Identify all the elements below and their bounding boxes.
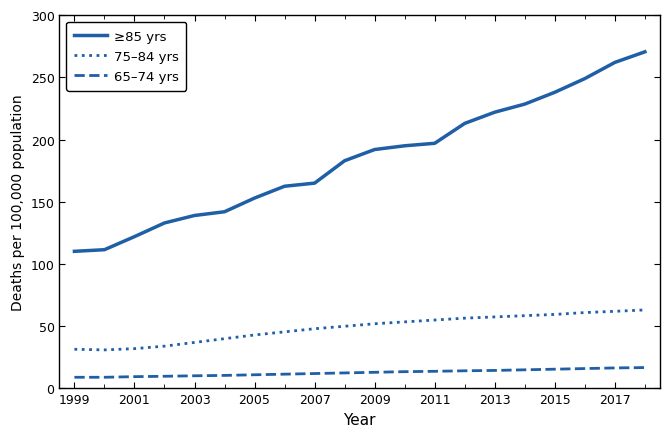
- 65–74 yrs: [341, 371, 349, 376]
- X-axis label: Year: Year: [344, 412, 376, 427]
- ≥85 yrs: [491, 110, 499, 116]
- 75–84 yrs: [521, 313, 529, 318]
- 75–84 yrs: [551, 312, 559, 318]
- 65–74 yrs: [431, 369, 439, 374]
- 75–84 yrs: [461, 316, 469, 321]
- ≥85 yrs: [370, 148, 378, 153]
- 75–84 yrs: [130, 346, 138, 351]
- 65–74 yrs: [641, 365, 649, 371]
- ≥85 yrs: [551, 90, 559, 95]
- ≥85 yrs: [70, 249, 79, 254]
- ≥85 yrs: [221, 210, 229, 215]
- 65–74 yrs: [70, 375, 79, 380]
- 75–84 yrs: [341, 324, 349, 329]
- Legend: ≥85 yrs, 75–84 yrs, 65–74 yrs: ≥85 yrs, 75–84 yrs, 65–74 yrs: [66, 23, 187, 92]
- 65–74 yrs: [581, 366, 589, 371]
- 75–84 yrs: [491, 314, 499, 320]
- 65–74 yrs: [250, 372, 258, 378]
- 75–84 yrs: [370, 321, 378, 327]
- 75–84 yrs: [581, 310, 589, 315]
- Y-axis label: Deaths per 100,000 population: Deaths per 100,000 population: [11, 94, 25, 311]
- 75–84 yrs: [70, 347, 79, 352]
- 65–74 yrs: [130, 374, 138, 379]
- 75–84 yrs: [101, 347, 109, 353]
- 75–84 yrs: [280, 329, 289, 335]
- ≥85 yrs: [311, 181, 319, 186]
- Line: ≥85 yrs: ≥85 yrs: [74, 53, 645, 252]
- 75–84 yrs: [250, 332, 258, 338]
- 75–84 yrs: [160, 344, 168, 349]
- 65–74 yrs: [370, 370, 378, 375]
- 65–74 yrs: [160, 374, 168, 379]
- ≥85 yrs: [581, 77, 589, 82]
- 65–74 yrs: [401, 369, 409, 374]
- 65–74 yrs: [280, 372, 289, 377]
- ≥85 yrs: [341, 159, 349, 164]
- 75–84 yrs: [611, 309, 619, 314]
- ≥85 yrs: [611, 60, 619, 66]
- ≥85 yrs: [401, 144, 409, 149]
- Line: 75–84 yrs: 75–84 yrs: [74, 310, 645, 350]
- ≥85 yrs: [101, 247, 109, 253]
- 65–74 yrs: [521, 367, 529, 373]
- ≥85 yrs: [160, 221, 168, 226]
- 75–84 yrs: [431, 318, 439, 323]
- 75–84 yrs: [191, 340, 199, 345]
- ≥85 yrs: [280, 184, 289, 190]
- ≥85 yrs: [130, 234, 138, 240]
- ≥85 yrs: [191, 213, 199, 219]
- ≥85 yrs: [461, 121, 469, 127]
- 65–74 yrs: [491, 368, 499, 373]
- 65–74 yrs: [101, 375, 109, 380]
- 65–74 yrs: [311, 371, 319, 376]
- 75–84 yrs: [641, 307, 649, 313]
- ≥85 yrs: [250, 196, 258, 201]
- ≥85 yrs: [431, 141, 439, 147]
- 65–74 yrs: [461, 368, 469, 374]
- 65–74 yrs: [221, 373, 229, 378]
- 65–74 yrs: [551, 367, 559, 372]
- ≥85 yrs: [521, 102, 529, 107]
- 65–74 yrs: [611, 365, 619, 371]
- ≥85 yrs: [641, 50, 649, 55]
- 75–84 yrs: [221, 336, 229, 342]
- Line: 65–74 yrs: 65–74 yrs: [74, 368, 645, 378]
- 75–84 yrs: [311, 326, 319, 332]
- 65–74 yrs: [191, 373, 199, 378]
- 75–84 yrs: [401, 320, 409, 325]
